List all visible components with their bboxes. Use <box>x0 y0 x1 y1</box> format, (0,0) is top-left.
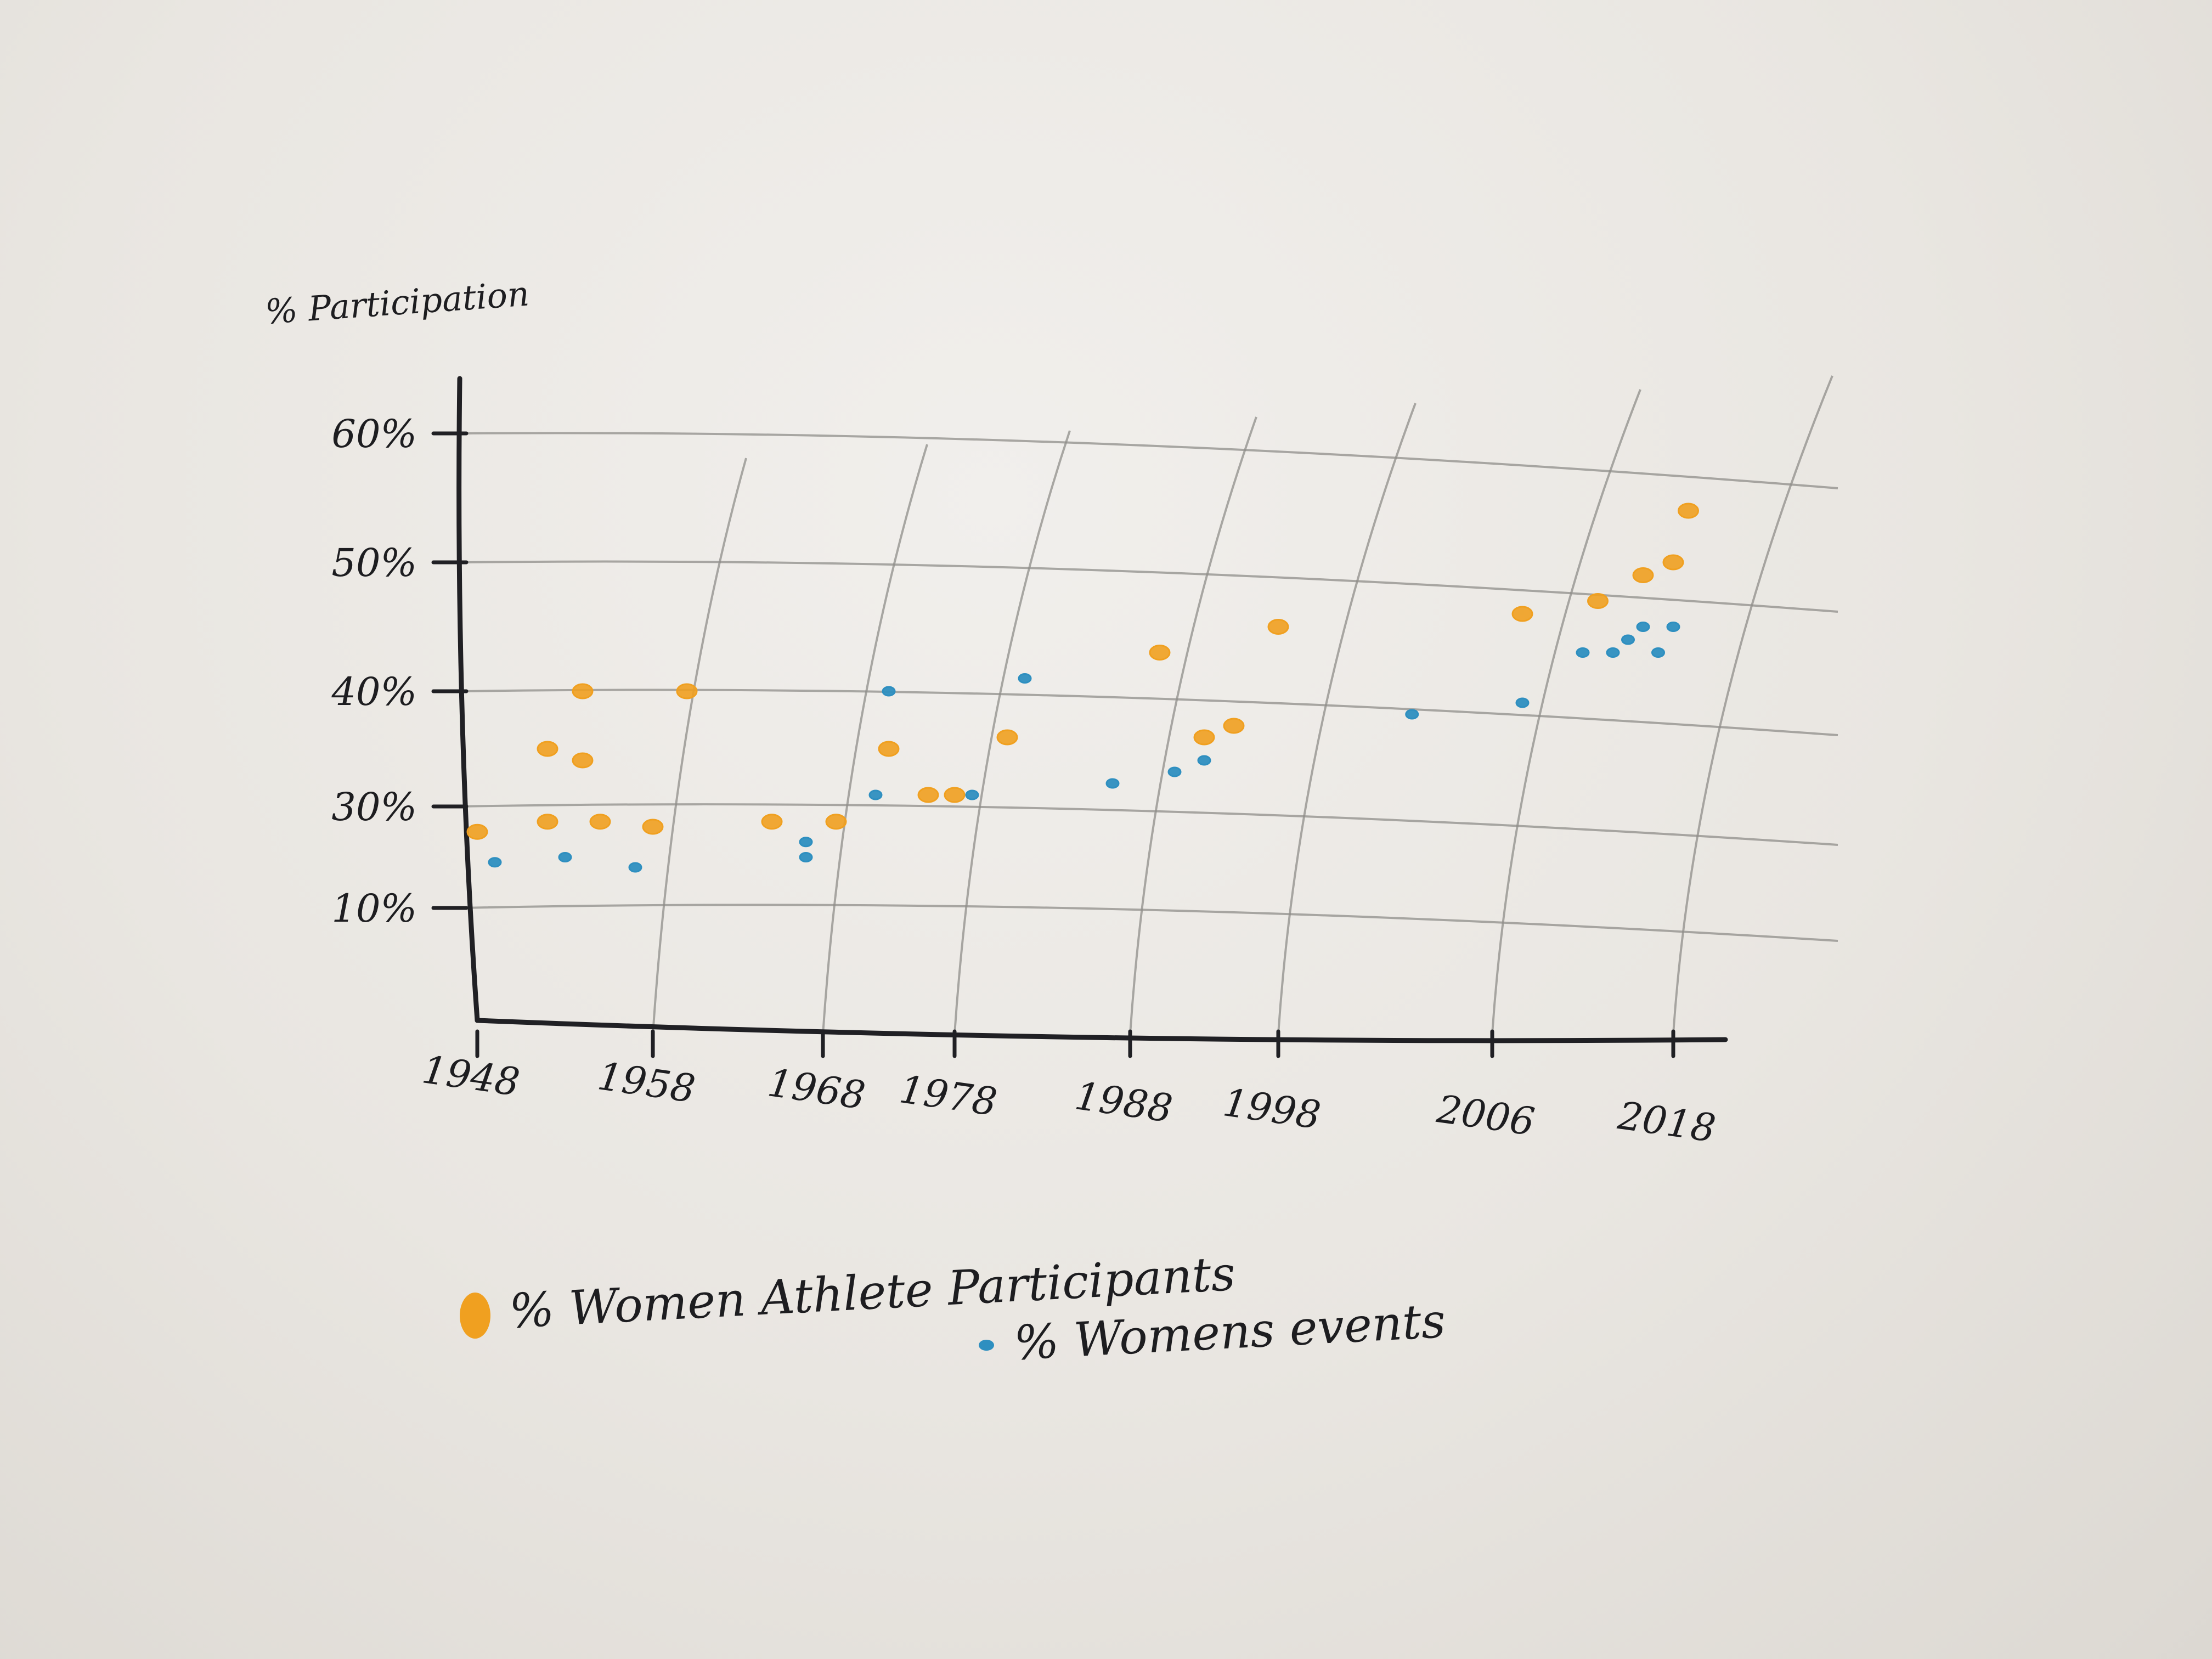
data-point <box>466 823 488 840</box>
x-tick-label: 1988 <box>1072 1073 1175 1131</box>
data-point <box>1149 645 1171 661</box>
legend: % Women Athlete Participants % Womens ev… <box>460 1246 1447 1371</box>
data-point <box>965 789 979 800</box>
y-axis <box>456 376 480 1023</box>
h-gridline <box>460 803 1838 846</box>
y-tick-label: 30% <box>331 785 417 830</box>
data-points <box>466 503 1699 873</box>
data-point <box>1606 647 1620 658</box>
h-gridline <box>460 689 1838 736</box>
data-point <box>558 852 572 862</box>
data-point <box>488 857 502 868</box>
data-point <box>676 683 698 699</box>
data-point <box>1636 622 1650 632</box>
v-gridline <box>1491 389 1641 1035</box>
data-point <box>572 752 594 769</box>
data-point <box>642 819 664 835</box>
series-events <box>488 622 1680 873</box>
data-point <box>878 741 900 757</box>
data-point <box>882 686 896 697</box>
data-point <box>1515 697 1530 708</box>
data-point <box>589 814 611 830</box>
x-tick-label: 1968 <box>765 1060 868 1118</box>
data-point <box>1587 593 1609 609</box>
data-point <box>799 837 813 848</box>
data-point <box>1105 778 1120 789</box>
data-point <box>1193 729 1215 746</box>
data-point <box>1651 647 1665 658</box>
gridlines <box>460 375 1838 1035</box>
x-tick-label: 1948 <box>419 1047 522 1105</box>
data-point <box>1223 718 1245 734</box>
y-tick-label: 50% <box>331 540 417 585</box>
x-axis <box>475 1018 1728 1043</box>
x-tick-label: 2006 <box>1434 1086 1537 1144</box>
data-point <box>799 852 813 862</box>
data-point <box>868 789 883 800</box>
data-point <box>917 787 939 803</box>
data-point <box>996 729 1018 746</box>
data-point <box>1621 634 1635 645</box>
data-point <box>628 862 642 873</box>
data-point <box>1576 647 1590 658</box>
v-gridline <box>1277 403 1417 1035</box>
x-tick-label: 1978 <box>896 1066 1000 1125</box>
data-point <box>1666 622 1680 632</box>
y-tick-label: 10% <box>331 886 417 931</box>
x-tick-label: 1998 <box>1220 1080 1323 1138</box>
y-tick-label: 40% <box>331 669 417 714</box>
v-gridline <box>652 458 747 1035</box>
data-point <box>761 814 783 830</box>
v-gridline <box>822 444 928 1035</box>
data-point <box>1678 503 1699 519</box>
data-point <box>1511 606 1533 622</box>
data-point <box>1267 619 1289 635</box>
data-point <box>944 787 966 803</box>
series-athletes <box>466 503 1699 840</box>
data-point <box>1632 567 1654 583</box>
v-gridline <box>1129 416 1257 1035</box>
data-point <box>1662 554 1684 571</box>
v-gridline <box>1672 375 1833 1035</box>
legend-swatch-events <box>979 1340 994 1351</box>
axes <box>431 376 1728 1058</box>
data-point <box>1018 673 1032 684</box>
y-axis-label: % Participation <box>264 274 531 332</box>
x-tick-label: 1958 <box>595 1053 698 1111</box>
data-point <box>825 814 847 830</box>
y-tick-label: 60% <box>331 411 417 456</box>
h-gridline <box>460 432 1838 489</box>
x-tick-label: 2018 <box>1615 1093 1718 1151</box>
h-gridline <box>460 904 1838 942</box>
v-gridline <box>953 430 1071 1035</box>
data-point <box>572 683 594 699</box>
data-point <box>1167 766 1182 777</box>
legend-swatch-athletes <box>460 1293 490 1339</box>
data-point <box>537 814 558 830</box>
h-gridline <box>460 560 1838 613</box>
data-point <box>1197 755 1211 766</box>
data-point <box>537 741 558 757</box>
data-point <box>1405 709 1419 720</box>
